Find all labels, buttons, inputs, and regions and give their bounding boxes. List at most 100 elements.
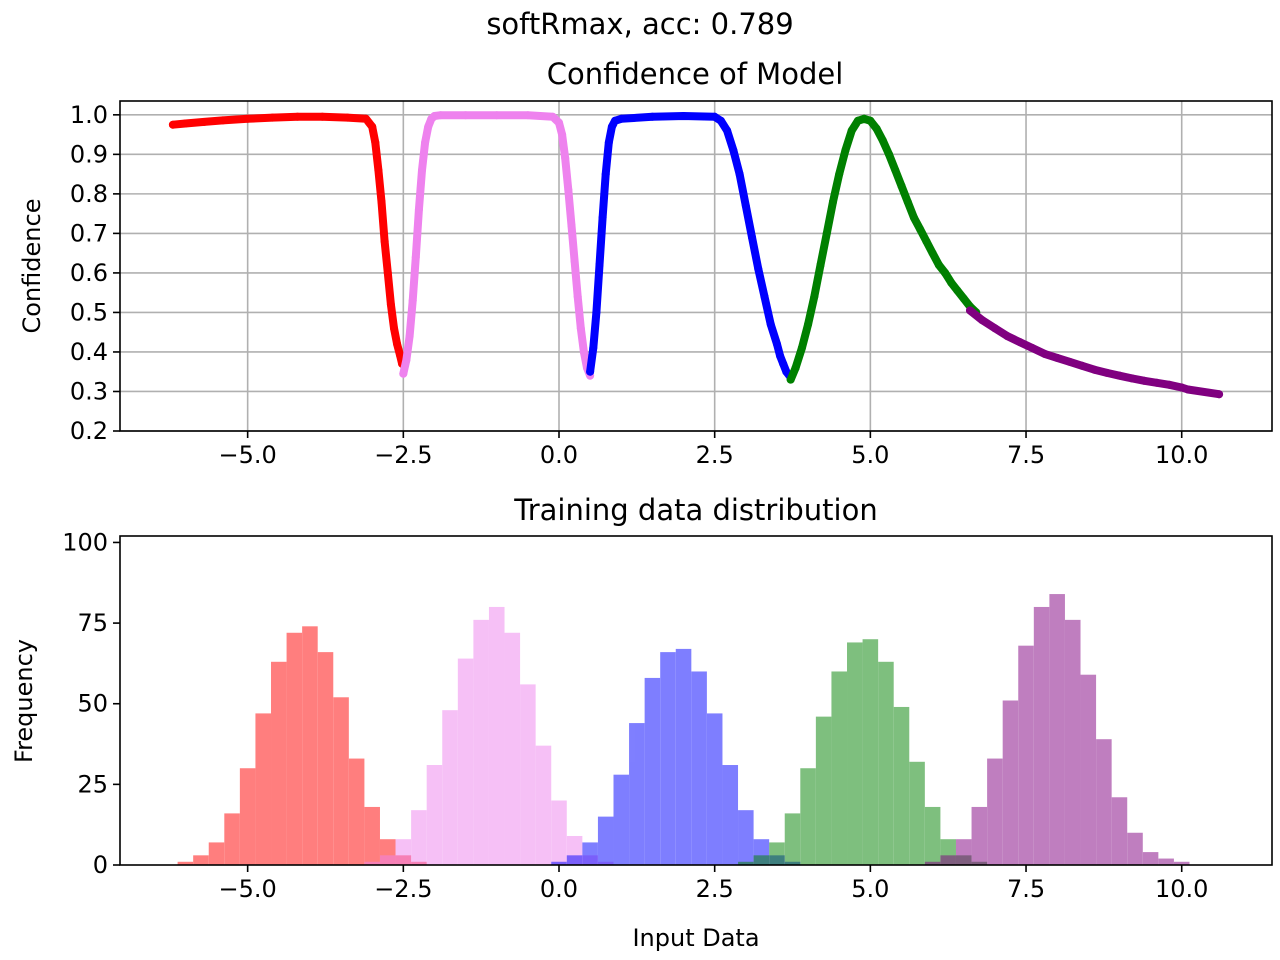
confidence-point — [941, 268, 950, 277]
confidence-title: Confidence of Model — [547, 57, 844, 91]
distribution-bar — [1080, 674, 1097, 865]
confidence-point — [436, 111, 445, 120]
confidence-point — [1003, 332, 1012, 341]
confidence-y-ticks: 0.2 0.3 0.4 0.5 0.6 0.7 0.8 0.9 1.0 — [70, 101, 120, 445]
confidence-point — [735, 170, 744, 179]
confidence-point — [903, 197, 912, 206]
confidence-point — [589, 344, 598, 353]
distribution-bar — [847, 642, 863, 865]
confidence-point — [421, 138, 430, 147]
distribution-x-tick-label: 10.0 — [1155, 875, 1208, 903]
confidence-point — [1040, 349, 1049, 358]
confidence-point — [934, 261, 943, 270]
distribution-bar — [924, 861, 941, 865]
confidence-point — [380, 237, 389, 246]
distribution-bar — [333, 697, 349, 865]
confidence-y-tick-label: 0.4 — [70, 338, 108, 366]
confidence-point — [611, 116, 620, 125]
confidence-point — [218, 116, 227, 125]
distribution-bar — [473, 619, 489, 865]
confidence-point — [368, 122, 377, 131]
confidence-point — [386, 300, 395, 309]
confidence-point — [402, 355, 411, 364]
confidence-point — [772, 340, 781, 349]
distribution-bar — [317, 652, 334, 865]
confidence-point — [922, 237, 931, 246]
confidence-point — [200, 117, 209, 126]
confidence-point — [492, 111, 501, 120]
distribution-bar — [457, 658, 474, 865]
distribution-panel: Training data distribution −5.0 −2.5 0.0 2.… — [10, 493, 1273, 952]
confidence-point — [570, 257, 579, 266]
distribution-bar — [893, 706, 910, 865]
confidence-point — [891, 166, 900, 175]
confidence-point — [760, 292, 769, 301]
distribution-bar — [1049, 594, 1065, 865]
distribution-bar — [1173, 861, 1190, 865]
distribution-bar — [924, 806, 941, 865]
confidence-panel: Confidence of Model −5.0 −2.5 0.0 2.5 5.0 7.5… — [18, 57, 1273, 469]
confidence-point — [377, 197, 386, 206]
distribution-bar — [177, 861, 194, 865]
distribution-y-ticks: 0 25 50 75 100 — [62, 528, 120, 879]
confidence-point — [243, 114, 252, 123]
distribution-y-tick-label: 0 — [93, 851, 108, 879]
distribution-bar — [224, 813, 240, 865]
confidence-y-tick-label: 0.2 — [70, 417, 108, 445]
confidence-axes-frame — [119, 100, 1273, 432]
confidence-point — [293, 112, 302, 121]
distribution-bar — [706, 713, 723, 865]
distribution-bar — [551, 800, 567, 865]
confidence-point — [710, 112, 719, 121]
distribution-y-tick-label: 75 — [77, 609, 108, 637]
confidence-point — [418, 166, 427, 175]
confidence-point — [399, 369, 408, 378]
confidence-point — [816, 261, 825, 270]
distribution-bar — [271, 661, 287, 865]
confidence-point — [548, 112, 557, 121]
confidence-point — [786, 375, 795, 384]
confidence-point — [679, 112, 688, 121]
distribution-title: Training data distribution — [513, 493, 877, 527]
distribution-bar — [1002, 700, 1019, 865]
distribution-bar — [1111, 797, 1128, 865]
confidence-point — [318, 112, 327, 121]
distribution-bar — [302, 626, 318, 865]
confidence-series-4 — [965, 306, 1224, 399]
confidence-point — [779, 359, 788, 368]
confidence-point — [860, 114, 869, 123]
distribution-bar — [738, 810, 754, 865]
distribution-bar — [691, 671, 707, 865]
distribution-bar — [753, 855, 770, 865]
distribution-y-tick-label: 25 — [77, 770, 108, 798]
confidence-point — [523, 111, 532, 120]
confidence-point — [567, 221, 576, 230]
distribution-x-ticks: −5.0 −2.5 0.0 2.5 5.0 7.5 10.0 — [219, 865, 1208, 903]
distribution-series-0 — [177, 626, 427, 865]
distribution-bar — [426, 765, 443, 865]
confidence-point — [604, 138, 613, 147]
confidence-point — [374, 166, 383, 175]
distribution-bar — [411, 810, 427, 865]
confidence-y-tick-label: 0.6 — [70, 259, 108, 287]
distribution-bar — [1033, 606, 1050, 865]
confidence-point — [1090, 365, 1099, 374]
distribution-bar — [364, 861, 380, 865]
confidence-point — [1152, 378, 1161, 387]
confidence-point — [916, 225, 925, 234]
distribution-bar — [769, 842, 785, 865]
distribution-x-tick-label: −2.5 — [374, 875, 432, 903]
distribution-bar — [1064, 619, 1081, 865]
confidence-point — [430, 112, 439, 121]
confidence-point — [853, 116, 862, 125]
distribution-bar — [971, 806, 988, 865]
distribution-bar — [815, 716, 832, 865]
confidence-point — [897, 181, 906, 190]
confidence-point — [1165, 380, 1174, 389]
confidence-point — [268, 113, 277, 122]
distribution-x-tick-label: 7.5 — [1007, 875, 1045, 903]
confidence-point — [1183, 385, 1192, 394]
distribution-bar — [239, 768, 256, 865]
confidence-y-tick-label: 0.9 — [70, 140, 108, 168]
confidence-point — [343, 113, 352, 122]
